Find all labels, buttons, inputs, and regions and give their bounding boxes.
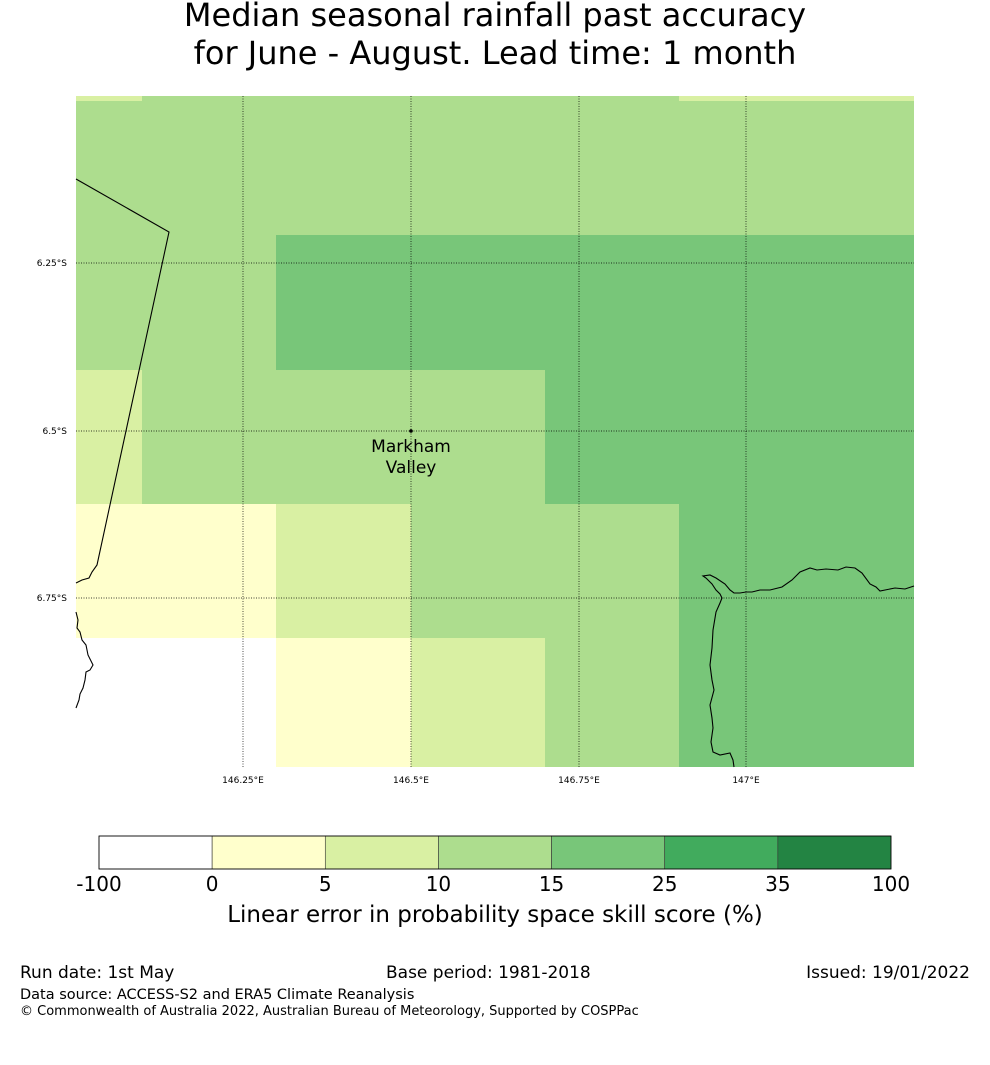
skill-map: Markham Valley 6.25°S 6.5°S 6.75°S 146.2… xyxy=(37,96,915,870)
grid-cell xyxy=(142,96,679,101)
grid-cell xyxy=(76,370,142,504)
colorbar-swatch xyxy=(324,835,439,870)
colorbar-swatch xyxy=(438,835,552,870)
lon-label: 147°E xyxy=(732,776,760,786)
grid-cell xyxy=(545,370,914,504)
colorbar-outline xyxy=(98,835,892,870)
colorbar-swatch xyxy=(777,835,892,870)
grid-cell xyxy=(679,638,914,767)
colorbar-title: Linear error in probability space skill … xyxy=(227,902,763,928)
grid-cell xyxy=(76,101,914,235)
grid-cell xyxy=(76,96,142,101)
issued-date: Issued: 19/01/2022 xyxy=(806,963,970,983)
grid-cell xyxy=(411,504,679,638)
skill-grid xyxy=(76,96,914,767)
grid-cell xyxy=(276,638,411,767)
coastline-east xyxy=(701,566,915,768)
place-label-line-2: Valley xyxy=(386,458,437,478)
coastline xyxy=(75,178,915,768)
grid-cell xyxy=(679,504,914,638)
base-period: Base period: 1981-2018 xyxy=(386,963,591,983)
lon-label: 146.75°E xyxy=(558,776,600,786)
colorbar-tick-label: 10 xyxy=(425,872,452,896)
lon-label: 146.5°E xyxy=(393,776,429,786)
lat-label: 6.5°S xyxy=(42,427,67,437)
colorbar-swatch xyxy=(551,835,666,870)
grid-cell xyxy=(142,370,545,504)
grid-cell xyxy=(411,638,545,767)
grid-cell xyxy=(276,504,411,638)
title-line-1: Median seasonal rainfall past accuracy xyxy=(183,0,807,34)
place-marker xyxy=(409,429,413,433)
colorbar-tick-label: 15 xyxy=(538,872,565,896)
colorbar-tick-label: 0 xyxy=(205,872,219,896)
colorbar xyxy=(98,835,892,870)
lat-label: 6.25°S xyxy=(37,259,68,269)
data-source: Data source: ACCESS-S2 and ERA5 Climate … xyxy=(20,987,415,1003)
colorbar-swatch xyxy=(664,835,779,870)
grid-cell xyxy=(545,638,679,767)
colorbar-tick-label: 25 xyxy=(651,872,678,896)
colorbar-tick-label: 100 xyxy=(871,872,911,896)
coastline-west xyxy=(75,611,94,709)
run-date: Run date: 1st May xyxy=(20,963,175,983)
grid-cell xyxy=(276,235,914,370)
map-title: Median seasonal rainfall past accuracy f… xyxy=(0,0,990,72)
lon-label: 146.25°E xyxy=(222,776,264,786)
title-line-2: for June - August. Lead time: 1 month xyxy=(193,34,797,72)
colorbar-tick-label: 5 xyxy=(318,872,332,896)
grid-cell xyxy=(76,235,276,370)
colorbar-tick-label: -100 xyxy=(76,872,122,896)
colorbar-tick-label: 35 xyxy=(765,872,791,896)
grid-cell xyxy=(76,638,276,767)
copyright: © Commonwealth of Australia 2022, Austra… xyxy=(20,1004,639,1019)
lat-label: 6.75°S xyxy=(37,594,68,604)
colorbar-swatch xyxy=(211,835,326,870)
colorbar-swatch xyxy=(98,835,213,870)
place-label-line-1: Markham xyxy=(371,437,451,457)
boundary-line xyxy=(75,178,170,584)
grid-cell xyxy=(679,96,914,101)
